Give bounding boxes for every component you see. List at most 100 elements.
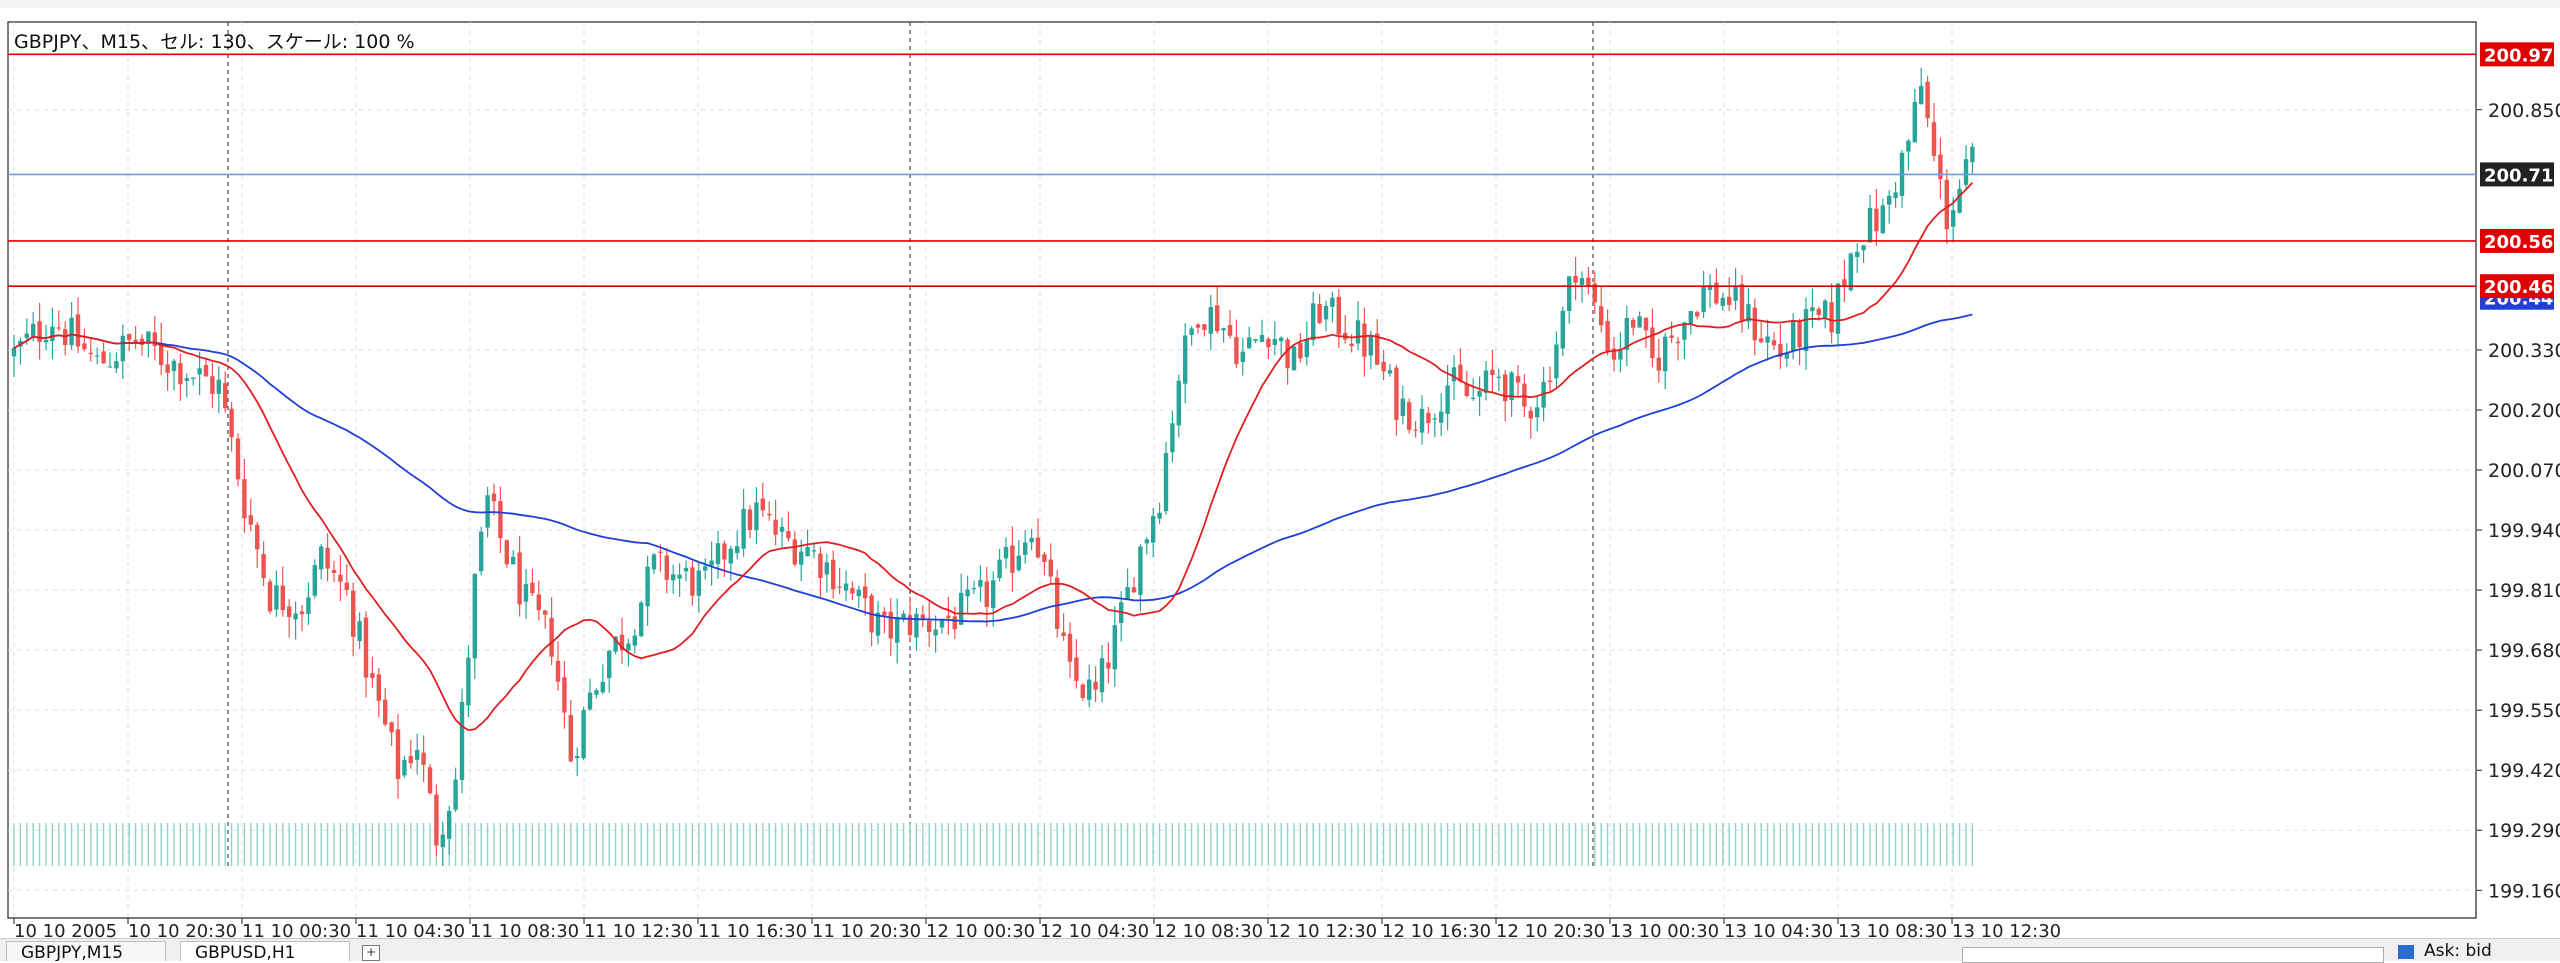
candle-body [1483, 370, 1489, 393]
price-axis: 200.850 200.330 200.200 200.070 199.940 199.8… [2476, 100, 2560, 902]
candle-body [159, 343, 164, 366]
tab-gbpusd-h1[interactable]: GBPUSD,H1 [180, 941, 350, 961]
candle-body [1618, 349, 1623, 360]
candle-body [767, 513, 772, 516]
candle-body [459, 701, 465, 781]
price-tick-label: 199.940 [2488, 520, 2560, 542]
price-tick-label: 199.810 [2488, 580, 2560, 602]
candle-body [1579, 278, 1585, 285]
candle-body [965, 589, 970, 597]
candle-body [1714, 282, 1719, 304]
candle-body [1522, 383, 1527, 407]
candle-body [1023, 542, 1028, 555]
candle-body [56, 327, 61, 329]
time-tick-label: 10 10 2005 [14, 921, 117, 938]
candle-body [184, 378, 189, 381]
candle-body [1707, 285, 1713, 290]
candle-body [440, 834, 445, 848]
candle-body [24, 333, 29, 338]
candle-body [248, 515, 253, 525]
candle-body [351, 590, 356, 637]
candle-body [645, 566, 650, 607]
candle-body [946, 615, 951, 618]
candle-body [1643, 317, 1649, 331]
chart-background [0, 8, 2560, 938]
candle-body [824, 562, 829, 575]
candle-body [88, 352, 93, 355]
candle-body [1202, 324, 1207, 330]
candle-body [843, 583, 849, 591]
candle-body [1675, 341, 1681, 344]
candle-body [907, 615, 913, 636]
candle-body [146, 331, 151, 345]
candle-body [856, 589, 861, 597]
candle-body [1759, 338, 1764, 343]
candle-body [888, 611, 893, 639]
time-tick-label: 11 10 00:30 [242, 921, 351, 938]
candle-body [632, 635, 637, 646]
candle-body [1752, 307, 1757, 341]
candle-body [50, 326, 55, 342]
candle-body [504, 540, 509, 565]
candle-body [1880, 205, 1885, 234]
candle-body [1746, 304, 1751, 322]
candle-body [139, 338, 145, 346]
price-chart[interactable]: 200.850 200.330 200.200 200.070 199.940 199.8… [0, 8, 2560, 938]
candle-body [274, 585, 279, 610]
price-tick-label: 200.330 [2488, 340, 2560, 362]
candle-body [165, 364, 170, 373]
price-level-lines[interactable] [8, 53, 2476, 287]
candle-body [319, 546, 324, 570]
time-tick-label: 11 10 08:30 [470, 921, 579, 938]
navigator-icon[interactable] [2398, 945, 2414, 959]
bid-price-label: 200.710 [2484, 165, 2560, 186]
candle-body [1951, 210, 1956, 227]
candle-body [1394, 367, 1399, 420]
candle-body [901, 613, 906, 619]
candle-body [1823, 300, 1828, 318]
candle-body [370, 673, 375, 679]
candle-body [1298, 342, 1303, 359]
candle-body [1829, 302, 1834, 333]
candle-body [1074, 657, 1079, 681]
candle-body [1784, 353, 1789, 359]
time-tick-label: 10 10 20:30 [128, 921, 237, 938]
candle-body [427, 767, 433, 794]
candle-body [850, 587, 855, 594]
candle-body [1234, 337, 1239, 365]
candle-body [1963, 159, 1969, 185]
candle-body [280, 585, 285, 611]
add-tab-icon[interactable]: + [362, 945, 380, 961]
candle-body [1515, 376, 1521, 383]
candle-body [1816, 308, 1821, 315]
candle-body [1125, 587, 1130, 600]
candle-body [1509, 372, 1514, 400]
candle-body [1003, 546, 1009, 559]
candle-body [690, 567, 695, 596]
time-tick-label: 12 10 20:30 [1496, 921, 1605, 938]
candle-body [229, 408, 234, 438]
candle-body [1451, 367, 1457, 382]
candle-body [1874, 208, 1879, 232]
candle-body [1311, 303, 1316, 341]
candle-body [1803, 309, 1809, 352]
candle-body [1317, 303, 1322, 324]
candle-body [306, 597, 311, 614]
candle-body [837, 586, 842, 588]
candle-body [1541, 381, 1546, 408]
candle-body [95, 355, 100, 357]
candle-body [479, 531, 484, 572]
candle-body [1093, 681, 1098, 690]
candle-body [1970, 146, 1975, 163]
time-tick-label: 12 10 08:30 [1154, 921, 1263, 938]
candle-body [1855, 251, 1860, 258]
candle-body [555, 660, 561, 682]
tab-gbpjpy-m15[interactable]: GBPJPY,M15 [6, 941, 166, 961]
candle-body [754, 502, 759, 531]
bottom-input-field[interactable] [1962, 947, 2384, 963]
candle-body [1919, 86, 1924, 105]
candle-body [1419, 408, 1425, 433]
candle-body [453, 779, 458, 810]
candle-body [613, 636, 618, 652]
candle-body [1464, 383, 1469, 396]
